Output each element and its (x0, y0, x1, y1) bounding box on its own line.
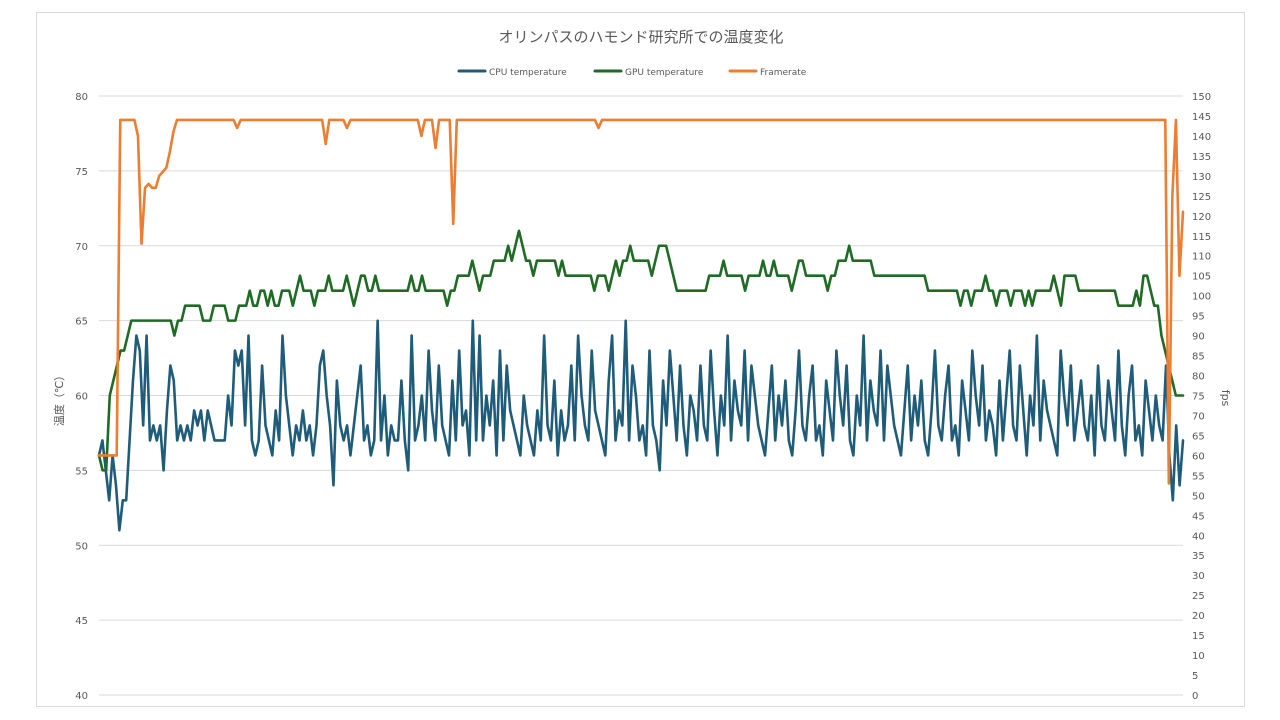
y-tick-label-right: 40 (1192, 531, 1205, 542)
y-tick-label-left: 40 (75, 691, 88, 702)
legend-label: GPU temperature (625, 68, 704, 78)
legend: CPU temperature GPU temperature Framerate (457, 68, 807, 78)
gridlines (99, 95, 1183, 696)
y-tick-label-left: 80 (75, 92, 88, 103)
y-tick-label-right: 110 (1192, 252, 1211, 263)
legend-label: Framerate (760, 68, 807, 78)
y-tick-label-right: 75 (1192, 392, 1205, 403)
y-tick-label-right: 50 (1192, 491, 1205, 502)
y-tick-label-right: 120 (1192, 212, 1211, 223)
y-tick-label-right: 105 (1192, 272, 1211, 283)
y-tick-label-left: 50 (75, 541, 88, 552)
y-axis-right-title: fps (1219, 390, 1232, 407)
y-tick-label-left: 55 (75, 466, 88, 477)
y-tick-label-right: 70 (1192, 411, 1205, 422)
y-tick-label-right: 150 (1192, 92, 1211, 103)
legend-label: CPU temperature (489, 68, 567, 78)
y-tick-label-right: 15 (1192, 631, 1205, 642)
y-tick-label-right: 10 (1192, 651, 1205, 662)
y-tick-label-right: 20 (1192, 611, 1205, 622)
y-tick-label-right: 95 (1192, 312, 1205, 323)
y-tick-label-right: 145 (1192, 112, 1211, 123)
y-tick-label-right: 55 (1192, 471, 1205, 482)
y-tick-label-right: 0 (1192, 691, 1198, 702)
y-axis-right: 0 5 10 15 20 25 30 35 40 45 50 55 60 65 70 75 80 85 90 95 10… (1192, 92, 1211, 702)
y-tick-label-right: 5 (1192, 671, 1198, 682)
chart-canvas: オリンパスのハモンド研究所での温度変化 CPU temperature GPU t… (52, 28, 1232, 702)
y-tick-label-right: 140 (1192, 132, 1211, 143)
y-tick-label-right: 30 (1192, 571, 1205, 582)
chart-frame: オリンパスのハモンド研究所での温度変化 CPU temperature GPU t… (36, 12, 1245, 707)
y-tick-label-right: 125 (1192, 192, 1211, 203)
y-tick-label-left: 75 (75, 167, 88, 178)
y-tick-label-right: 135 (1192, 152, 1211, 163)
y-tick-label-right: 130 (1192, 172, 1211, 183)
y-tick-label-left: 70 (75, 242, 88, 253)
series-line-gpu-temperature (97, 229, 1185, 472)
y-tick-label-left: 65 (75, 317, 88, 328)
y-tick-label-left: 60 (75, 392, 88, 403)
y-axis-left: 40 45 50 55 60 65 70 75 80 (75, 92, 88, 702)
y-tick-label-right: 90 (1192, 332, 1205, 343)
y-tick-label-right: 25 (1192, 591, 1205, 602)
series-line-cpu-temperature (97, 319, 1185, 532)
y-tick-label-left: 45 (75, 616, 88, 627)
y-tick-label-right: 65 (1192, 431, 1205, 442)
y-tick-label-right: 35 (1192, 551, 1205, 562)
y-tick-label-right: 115 (1192, 232, 1211, 243)
y-tick-label-right: 85 (1192, 352, 1205, 363)
chart-title: オリンパスのハモンド研究所での温度変化 (498, 28, 783, 46)
y-axis-left-title: 温度（℃） (52, 370, 66, 426)
y-tick-label-right: 45 (1192, 511, 1205, 522)
series-line-framerate (97, 118, 1185, 485)
series-group (97, 118, 1185, 532)
y-tick-label-right: 100 (1192, 292, 1211, 303)
y-tick-label-right: 80 (1192, 372, 1205, 383)
y-tick-label-right: 60 (1192, 451, 1205, 462)
